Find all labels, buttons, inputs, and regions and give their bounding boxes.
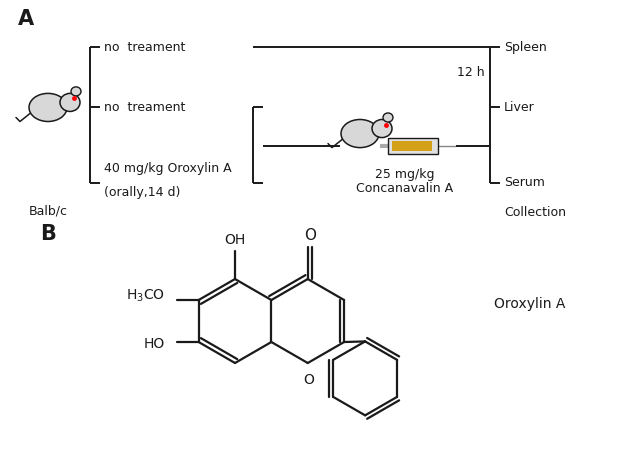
- Text: Balb/c: Balb/c: [28, 205, 67, 218]
- Ellipse shape: [29, 93, 67, 122]
- Text: H$_3$CO: H$_3$CO: [125, 288, 164, 304]
- Text: HO: HO: [144, 337, 164, 351]
- FancyBboxPatch shape: [392, 141, 432, 150]
- Text: Spleen: Spleen: [504, 41, 547, 54]
- Text: no  treament: no treament: [104, 41, 185, 54]
- Text: A: A: [18, 9, 34, 29]
- Text: Serum: Serum: [504, 176, 545, 189]
- Text: Concanavalin A: Concanavalin A: [357, 182, 454, 195]
- Text: (orally,14 d): (orally,14 d): [104, 186, 180, 199]
- Text: O: O: [303, 373, 314, 387]
- Text: B: B: [40, 224, 56, 244]
- Ellipse shape: [383, 113, 393, 122]
- Text: O: O: [304, 228, 316, 243]
- Text: 25 mg/kg: 25 mg/kg: [375, 167, 435, 180]
- Ellipse shape: [372, 119, 392, 137]
- Ellipse shape: [71, 87, 81, 96]
- Text: 40 mg/kg Oroxylin A: 40 mg/kg Oroxylin A: [104, 162, 232, 175]
- Text: 12 h: 12 h: [457, 66, 485, 79]
- Text: OH: OH: [224, 233, 246, 247]
- Text: no  treament: no treament: [104, 101, 185, 114]
- Text: Oroxylin A: Oroxylin A: [495, 297, 566, 311]
- Ellipse shape: [60, 93, 80, 111]
- Text: Collection: Collection: [504, 207, 566, 220]
- Ellipse shape: [341, 119, 379, 148]
- Text: Liver: Liver: [504, 101, 535, 114]
- FancyBboxPatch shape: [388, 137, 438, 154]
